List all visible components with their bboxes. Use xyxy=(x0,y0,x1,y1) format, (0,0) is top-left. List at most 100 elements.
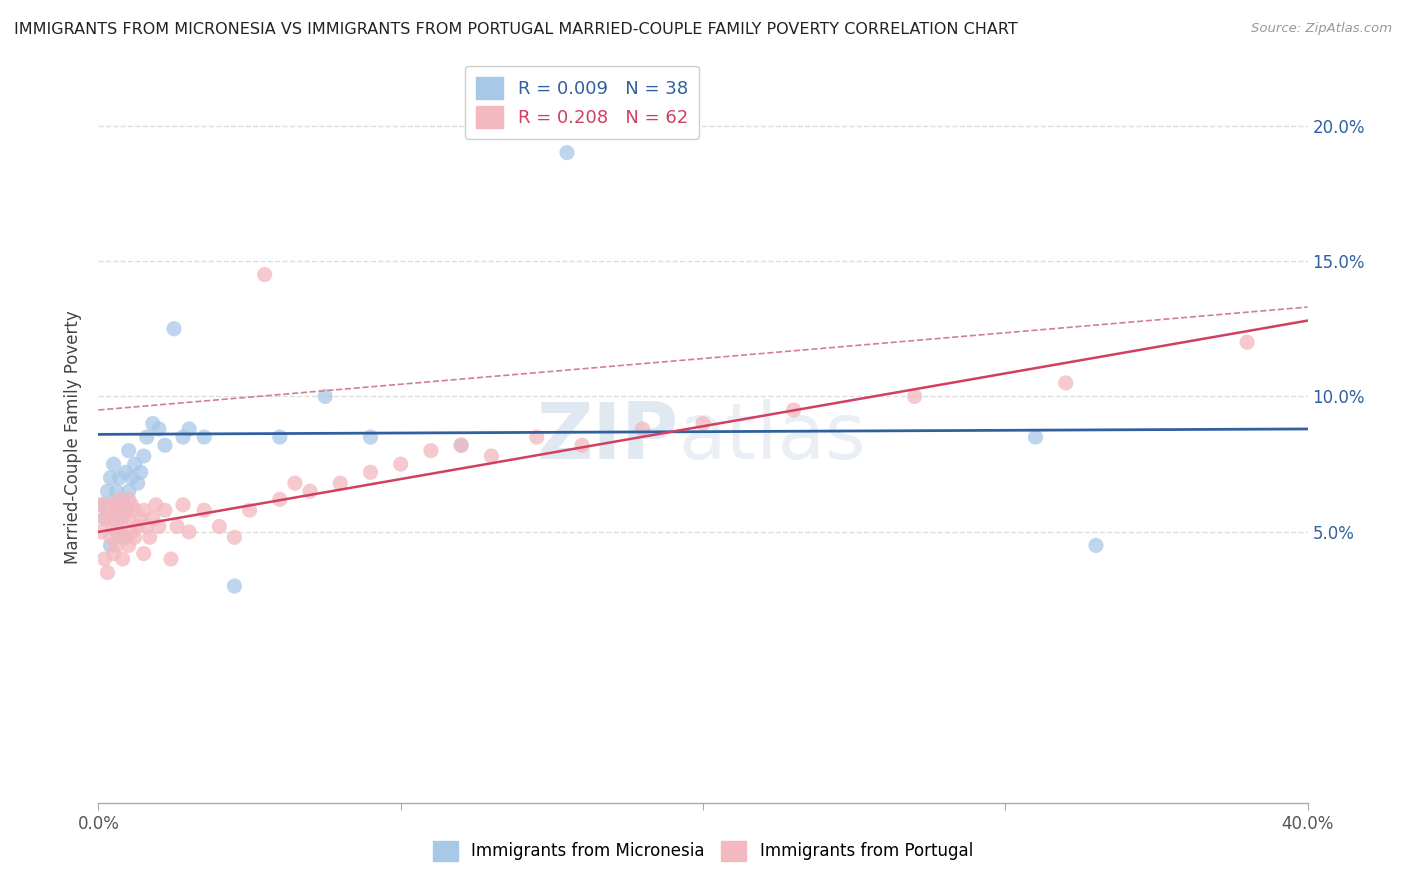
Point xyxy=(148,422,170,436)
Point xyxy=(100,530,122,544)
Point xyxy=(783,403,806,417)
Legend: Immigrants from Micronesia, Immigrants from Portugal: Immigrants from Micronesia, Immigrants f… xyxy=(426,834,980,868)
Text: Source: ZipAtlas.com: Source: ZipAtlas.com xyxy=(1251,22,1392,36)
Y-axis label: Married-Couple Family Poverty: Married-Couple Family Poverty xyxy=(63,310,82,564)
Point xyxy=(108,511,131,525)
Point xyxy=(142,511,165,525)
Point xyxy=(239,503,262,517)
Point xyxy=(103,498,125,512)
Text: atlas: atlas xyxy=(679,399,866,475)
Point xyxy=(166,519,188,533)
Point xyxy=(420,443,443,458)
Point xyxy=(314,389,336,403)
Point xyxy=(360,465,382,479)
Point xyxy=(163,322,186,336)
Point xyxy=(253,268,276,282)
Text: ZIP: ZIP xyxy=(537,399,679,475)
Point xyxy=(96,484,118,499)
Point xyxy=(111,492,134,507)
Point xyxy=(103,519,125,533)
Point xyxy=(100,538,122,552)
Point xyxy=(96,498,118,512)
Point xyxy=(1054,376,1077,390)
Point xyxy=(108,471,131,485)
Point xyxy=(450,438,472,452)
Point xyxy=(135,430,157,444)
Text: IMMIGRANTS FROM MICRONESIA VS IMMIGRANTS FROM PORTUGAL MARRIED-COUPLE FAMILY POV: IMMIGRANTS FROM MICRONESIA VS IMMIGRANTS… xyxy=(14,22,1018,37)
Point xyxy=(172,498,194,512)
Point xyxy=(100,471,122,485)
Point xyxy=(526,430,548,444)
Point xyxy=(555,145,578,160)
Point xyxy=(93,552,115,566)
Point xyxy=(132,547,155,561)
Point xyxy=(153,503,176,517)
Point xyxy=(108,492,131,507)
Point xyxy=(93,511,115,525)
Point xyxy=(121,471,143,485)
Point xyxy=(179,524,201,539)
Point xyxy=(114,465,136,479)
Point xyxy=(145,498,167,512)
Point xyxy=(148,519,170,533)
Point xyxy=(132,503,155,517)
Point xyxy=(90,498,112,512)
Point xyxy=(111,552,134,566)
Point xyxy=(114,503,136,517)
Point xyxy=(208,519,231,533)
Point xyxy=(118,443,141,458)
Point xyxy=(105,503,128,517)
Point xyxy=(129,465,152,479)
Point xyxy=(127,476,149,491)
Point xyxy=(118,492,141,507)
Point xyxy=(224,530,246,544)
Point xyxy=(360,430,382,444)
Point xyxy=(96,566,118,580)
Point xyxy=(269,430,291,444)
Point xyxy=(1236,335,1258,350)
Point xyxy=(127,519,149,533)
Point xyxy=(193,430,215,444)
Point xyxy=(124,503,146,517)
Point xyxy=(631,422,654,436)
Point xyxy=(118,538,141,552)
Point xyxy=(132,449,155,463)
Point xyxy=(1085,538,1108,552)
Point xyxy=(100,511,122,525)
Point xyxy=(135,519,157,533)
Point xyxy=(118,484,141,499)
Point xyxy=(121,524,143,539)
Point xyxy=(571,438,593,452)
Point xyxy=(172,430,194,444)
Point xyxy=(224,579,246,593)
Point xyxy=(142,417,165,431)
Point xyxy=(129,511,152,525)
Point xyxy=(450,438,472,452)
Point xyxy=(121,498,143,512)
Point xyxy=(103,457,125,471)
Point xyxy=(160,552,183,566)
Point xyxy=(105,538,128,552)
Point xyxy=(269,492,291,507)
Point xyxy=(90,524,112,539)
Point xyxy=(153,438,176,452)
Point xyxy=(139,530,162,544)
Point xyxy=(111,530,134,544)
Point xyxy=(114,503,136,517)
Point xyxy=(284,476,307,491)
Point xyxy=(389,457,412,471)
Point xyxy=(124,457,146,471)
Point xyxy=(692,417,714,431)
Point xyxy=(1024,430,1046,444)
Point xyxy=(299,484,322,499)
Point xyxy=(481,449,503,463)
Point xyxy=(93,511,115,525)
Point xyxy=(179,422,201,436)
Point xyxy=(193,503,215,517)
Point xyxy=(108,524,131,539)
Point xyxy=(105,524,128,539)
Point xyxy=(904,389,927,403)
Point xyxy=(329,476,352,491)
Point xyxy=(118,511,141,525)
Point xyxy=(105,484,128,499)
